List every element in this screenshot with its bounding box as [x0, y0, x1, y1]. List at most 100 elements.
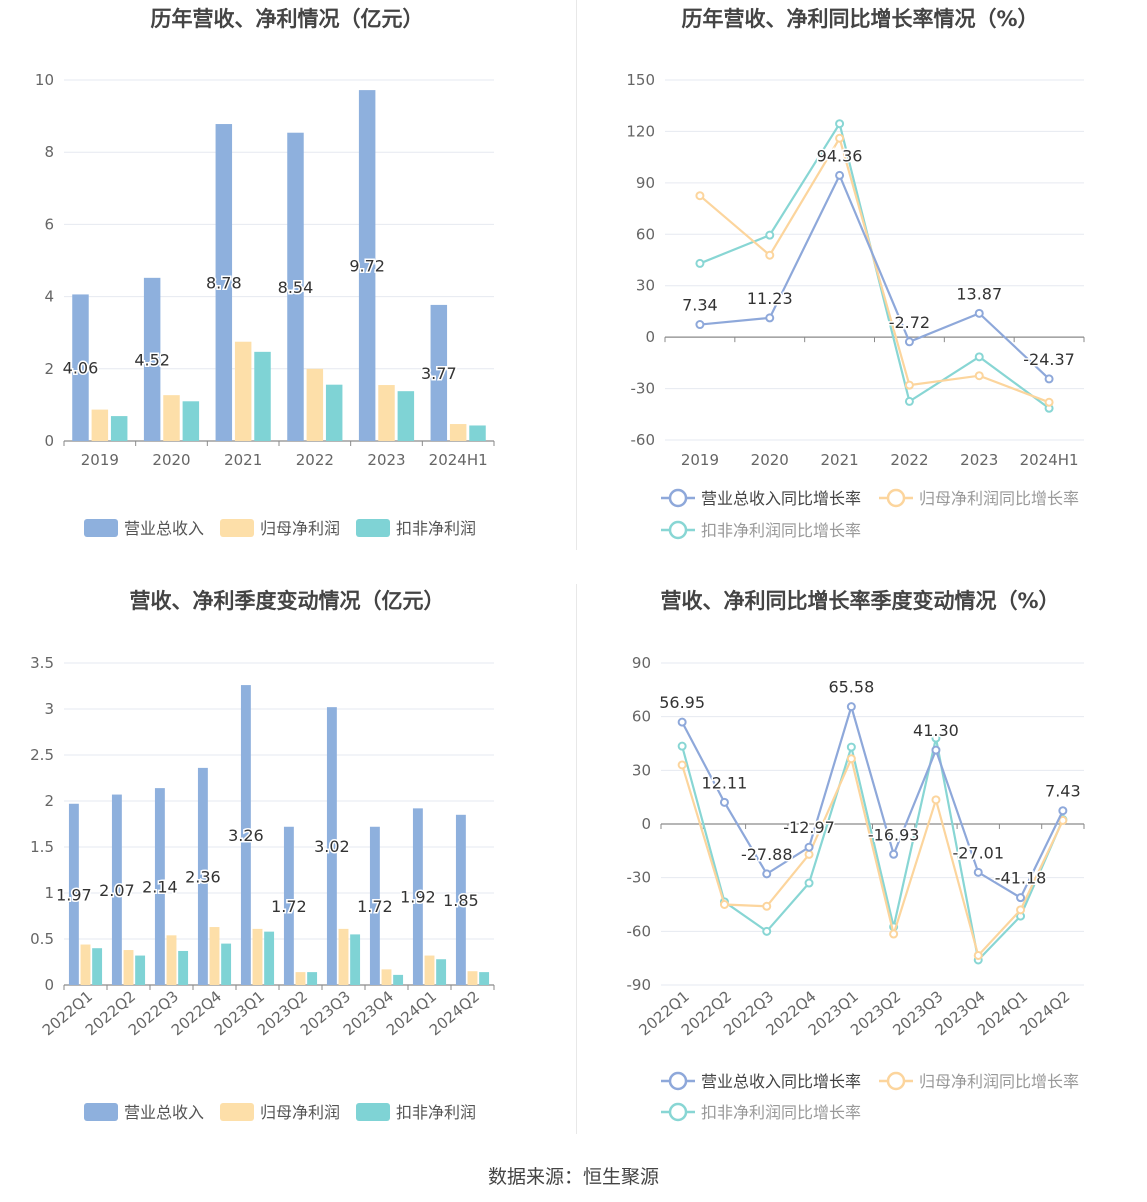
y-tick-label: 8 [44, 143, 54, 161]
x-tick-label: 2024H1 [1020, 451, 1079, 469]
bar-revenue [72, 294, 89, 441]
bar-revenue [430, 304, 448, 441]
quarterly-revenue-profit-chart: 营收、净利季度变动情况（亿元）00.511.522.533.52022Q1202… [30, 589, 495, 1122]
data-label: 1.72 [357, 897, 393, 916]
data-point [762, 926, 772, 936]
legend-label: 归母净利润 [260, 1103, 340, 1122]
series-line-deducted-profit [681, 737, 1064, 963]
bar-net-profit [378, 385, 395, 441]
bar-revenue [287, 132, 304, 441]
data-point [1044, 397, 1054, 407]
bar-net-profit [209, 927, 220, 985]
data-point [974, 371, 984, 381]
y-tick-label: 4 [44, 288, 54, 306]
data-label: 2.36 [185, 867, 221, 886]
data-point [765, 250, 775, 260]
data-point [695, 191, 705, 201]
legend-swatch [84, 1103, 118, 1121]
legend-swatch [220, 519, 254, 537]
data-label: 7.34 [682, 296, 718, 315]
legend-swatch [220, 1103, 254, 1121]
data-point [974, 352, 984, 362]
bar-deducted-profit [264, 931, 275, 985]
bar-deducted-profit [178, 950, 189, 985]
y-tick-label: -90 [627, 976, 652, 994]
bar-deducted-profit [325, 384, 343, 441]
chart-title: 营收、净利同比增长率季度变动情况（%） [660, 589, 1059, 613]
legend-marker [886, 1071, 906, 1091]
bar-revenue [455, 814, 466, 985]
data-label: 41.30 [913, 721, 959, 740]
bar-net-profit [295, 972, 306, 985]
y-tick-label: -60 [627, 922, 652, 940]
x-tick-label: 2024H1 [429, 451, 488, 469]
legend-label: 营业总收入同比增长率 [701, 1072, 861, 1091]
y-tick-label: 10 [35, 71, 54, 89]
x-tick-label: 2022 [296, 451, 334, 469]
divider-bottom [576, 584, 577, 1134]
bar-net-profit [306, 368, 324, 441]
bar-net-profit [234, 341, 252, 441]
x-tick-label: 2019 [681, 451, 719, 469]
data-label: -24.37 [1023, 350, 1075, 369]
data-point [835, 170, 845, 180]
bar-revenue [412, 808, 423, 985]
x-tick-label: 2023 [367, 451, 405, 469]
data-point [804, 878, 814, 888]
data-label: 4.52 [134, 350, 170, 369]
data-point [846, 702, 856, 712]
bar-net-profit [80, 944, 91, 985]
data-point [931, 733, 941, 743]
y-tick-label: 3.5 [30, 654, 54, 672]
data-label: -27.88 [741, 845, 793, 864]
y-tick-label: 0 [645, 328, 655, 346]
y-tick-label: 2.5 [30, 746, 54, 764]
data-label: 65.58 [828, 678, 874, 697]
data-point [846, 754, 856, 764]
y-tick-label: 60 [632, 708, 651, 726]
bar-deducted-profit [135, 955, 146, 985]
data-point [973, 950, 983, 960]
series-line-net-profit [699, 135, 1050, 404]
bar-deducted-profit [393, 974, 404, 985]
bar-deducted-profit [469, 425, 486, 441]
data-label: 8.78 [206, 274, 242, 293]
legend-marker [668, 1071, 688, 1091]
chart-title: 营收、净利季度变动情况（亿元） [130, 589, 445, 613]
data-source-note: 数据来源：恒生聚源 [487, 1166, 659, 1188]
data-point [1016, 893, 1026, 903]
bar-deducted-profit [182, 401, 200, 441]
bar-revenue [143, 277, 161, 441]
data-point [695, 258, 705, 268]
bar-revenue [326, 707, 337, 985]
data-point [904, 396, 914, 406]
data-point [889, 849, 899, 859]
data-point [1058, 815, 1068, 825]
y-tick-label: 0 [44, 976, 54, 994]
y-tick-label: 30 [636, 277, 655, 295]
y-tick-label: 0.5 [30, 930, 54, 948]
bar-net-profit [338, 928, 349, 985]
bar-deducted-profit [436, 959, 447, 985]
legend-marker [668, 488, 688, 508]
legend-label: 扣非净利润同比增长率 [701, 521, 861, 540]
bar-deducted-profit [350, 934, 361, 985]
series-line-deducted-profit [699, 120, 1050, 410]
bar-revenue [283, 826, 294, 985]
data-point [719, 797, 729, 807]
y-tick-label: 2 [44, 792, 54, 810]
legend-label: 归母净利润同比增长率 [919, 1072, 1079, 1091]
data-point [904, 380, 914, 390]
data-label: 94.36 [817, 146, 863, 165]
chart-panel-quarterly-growth: 营收、净利同比增长率季度变动情况（%） -90 -60 -30 0 30 60 90 2022Q… [573, 584, 1147, 1168]
y-tick-label: 1 [44, 884, 54, 902]
legend-label: 扣非净利润 [396, 1103, 476, 1122]
data-point [1058, 806, 1068, 816]
bar-revenue [369, 826, 380, 985]
data-point [765, 313, 775, 323]
data-label: 56.95 [659, 693, 705, 712]
data-point [762, 901, 772, 911]
data-point [889, 929, 899, 939]
data-label: 1.85 [443, 891, 479, 910]
y-tick-label: 0 [641, 815, 651, 833]
